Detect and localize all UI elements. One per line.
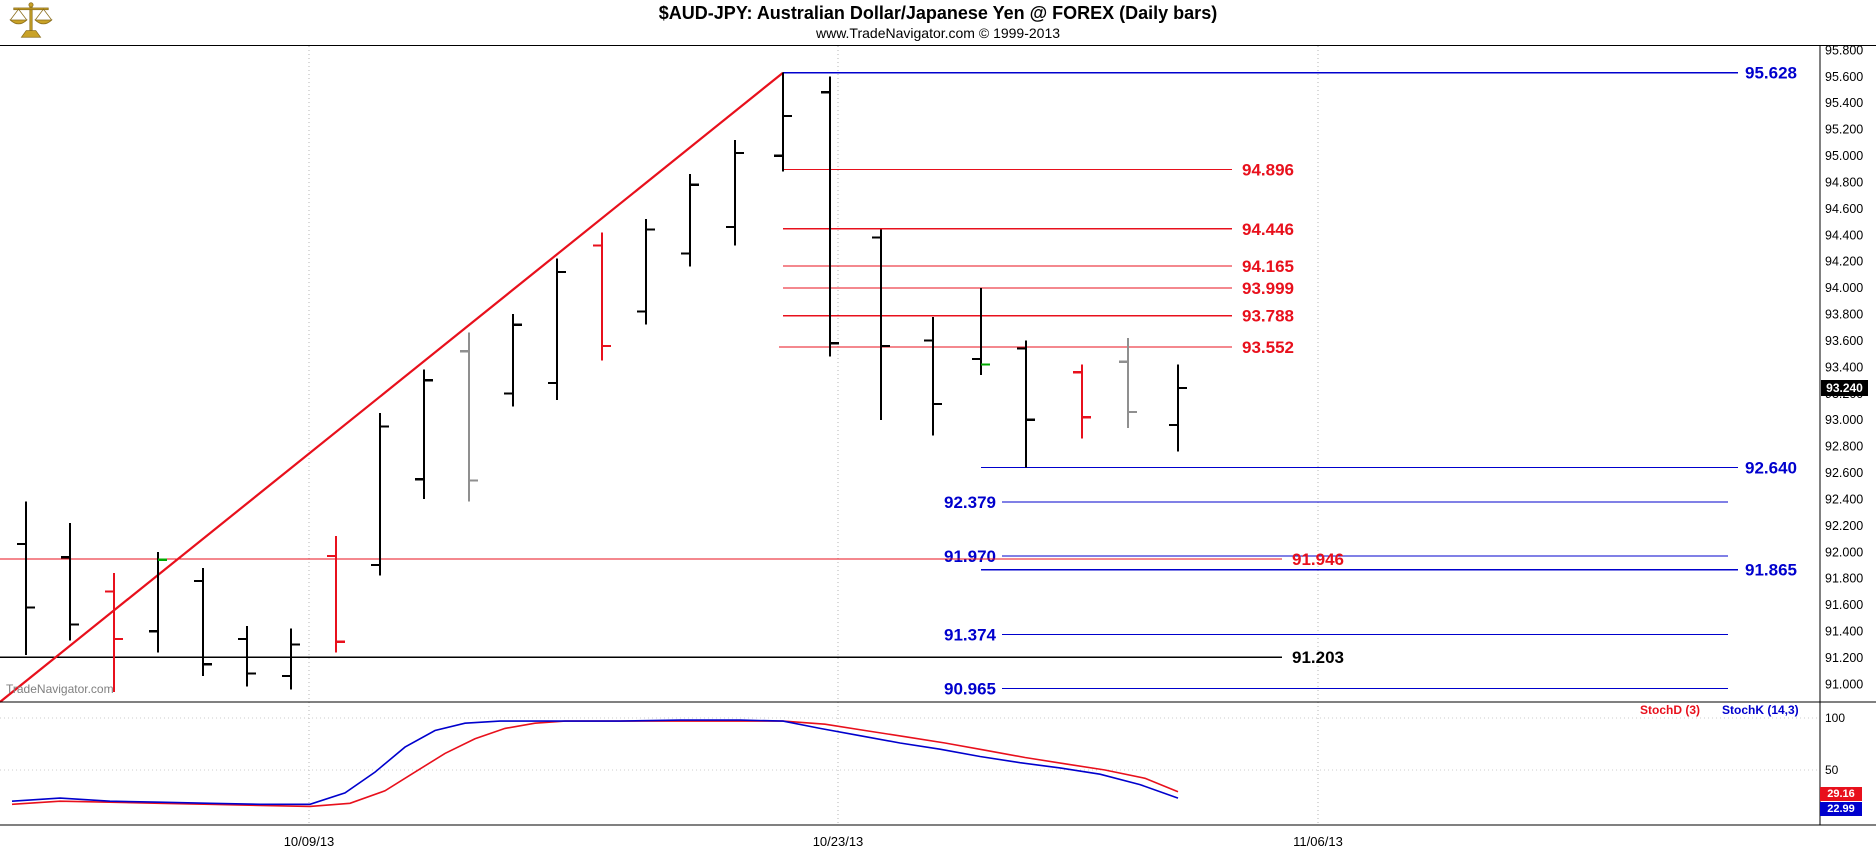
price-axis-label: 93.000 — [1825, 413, 1863, 427]
price-axis-label: 91.400 — [1825, 625, 1863, 639]
price-axis-label: 91.200 — [1825, 651, 1863, 665]
price-axis-label: 94.600 — [1825, 202, 1863, 216]
level-label-93.788: 93.788 — [1242, 307, 1294, 326]
price-axis-label: 93.400 — [1825, 360, 1863, 374]
price-axis-label: 95.200 — [1825, 123, 1863, 137]
date-axis-label: 10/09/13 — [283, 834, 335, 849]
price-axis-label: 92.600 — [1825, 466, 1863, 480]
level-label-90.965: 90.965 — [944, 680, 996, 699]
level-label-92.640: 92.640 — [1745, 458, 1797, 477]
chart-subtitle: www.TradeNavigator.com © 1999-2013 — [815, 25, 1061, 41]
price-axis-label: 95.600 — [1825, 70, 1863, 84]
level-label-91.374: 91.374 — [944, 626, 997, 645]
stochd-value-badge: 29.16 — [1820, 787, 1862, 801]
price-axis-label: 92.000 — [1825, 545, 1863, 559]
stochk-legend-label: StochK (14,3) — [1722, 703, 1799, 717]
trendline — [0, 71, 784, 703]
price-axis-label: 91.600 — [1825, 598, 1863, 612]
price-axis-label: 94.200 — [1825, 255, 1863, 269]
level-label-94.896: 94.896 — [1242, 160, 1294, 179]
price-axis-label: 92.800 — [1825, 440, 1863, 454]
price-axis-label: 91.800 — [1825, 572, 1863, 586]
scales-logo-icon — [8, 1, 54, 41]
level-label-92.379: 92.379 — [944, 493, 996, 512]
level-label-93.552: 93.552 — [1242, 338, 1294, 357]
level-label-94.165: 94.165 — [1242, 257, 1294, 276]
watermark: TradeNavigator.com — [6, 682, 114, 696]
price-axis-label: 92.200 — [1825, 519, 1863, 533]
current-price-badge: 93.240 — [1821, 380, 1868, 396]
level-label-93.999: 93.999 — [1242, 279, 1294, 298]
price-axis-label: 95.400 — [1825, 96, 1863, 110]
level-label-91.946: 91.946 — [1292, 550, 1344, 569]
stochk-line — [11, 719, 1179, 806]
price-axis-label: 95.000 — [1825, 149, 1863, 163]
price-axis-label: 93.600 — [1825, 334, 1863, 348]
stoch-scale-100-label: 100 — [1825, 711, 1846, 725]
stochd-line — [11, 720, 1179, 808]
price-axis-label: 92.400 — [1825, 492, 1863, 506]
price-axis-label: 91.000 — [1825, 677, 1863, 691]
date-axis-label: 10/23/13 — [812, 834, 864, 849]
price-axis-label: 94.000 — [1825, 281, 1863, 295]
date-axis-label: 11/06/13 — [1293, 834, 1343, 849]
stochk-value-badge: 22.99 — [1820, 802, 1862, 816]
level-label-91.865: 91.865 — [1745, 561, 1797, 580]
level-label-94.446: 94.446 — [1242, 220, 1294, 239]
level-label-91.203: 91.203 — [1292, 648, 1344, 667]
price-axis-label: 93.800 — [1825, 308, 1863, 322]
stoch-scale-50-label: 50 — [1825, 763, 1839, 777]
price-axis-label: 94.400 — [1825, 228, 1863, 242]
level-label-95.628: 95.628 — [1745, 64, 1797, 83]
price-axis-label: 94.800 — [1825, 175, 1863, 189]
chart-title: $AUD-JPY: Australian Dollar/Japanese Yen… — [658, 3, 1218, 23]
level-label-91.970: 91.970 — [944, 547, 996, 566]
stochd-legend-label: StochD (3) — [1640, 703, 1700, 717]
price-axis-label: 95.800 — [1825, 43, 1863, 57]
